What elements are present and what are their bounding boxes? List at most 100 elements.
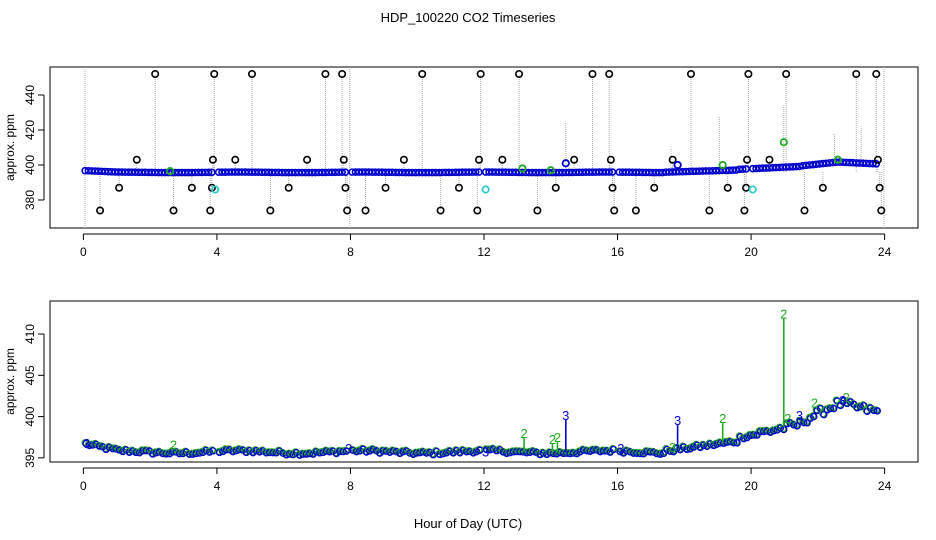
top-outlier-point	[744, 70, 753, 79]
top-y-tick-label: 380	[23, 190, 37, 210]
top-data-point	[471, 168, 480, 176]
bottom-y-tick-label: 405	[23, 365, 37, 385]
top-outlier-point	[436, 206, 445, 215]
top-outlier-point	[740, 206, 749, 215]
top-plot-area	[81, 67, 886, 228]
bottom-data-point-blue	[873, 407, 881, 415]
top-panel: 0 4 8 12 16 20 24 380 400 420 440 approx. ppm	[3, 66, 919, 259]
top-plot-frame	[49, 66, 919, 229]
bottom-series-label: 2	[843, 390, 850, 405]
top-outlier-point	[338, 70, 347, 79]
top-x-tick-label: 4	[214, 245, 221, 259]
top-x-tick-label: 16	[611, 245, 625, 259]
top-outlier-point	[668, 155, 677, 164]
bottom-series-label: 3	[674, 413, 681, 428]
top-outlier-point	[399, 155, 408, 164]
bottom-series-label: 3	[83, 436, 90, 451]
top-outlier-point	[266, 206, 275, 215]
top-outlier-point	[343, 206, 352, 215]
top-outlier-point	[608, 183, 617, 192]
top-highlight-point	[546, 166, 555, 175]
bottom-data-point-blue	[306, 449, 314, 458]
top-outlier-point	[800, 206, 809, 215]
top-outlier-point	[723, 183, 732, 192]
bottom-series-label: 2	[554, 430, 561, 445]
top-highlight-point	[481, 185, 490, 194]
top-highlight-point	[211, 185, 220, 194]
top-outlier-point	[570, 155, 579, 164]
top-outlier-point	[533, 206, 542, 215]
bottom-data-point-blue	[733, 439, 741, 447]
figure-title: HDP_100220 CO2 Timeseries	[381, 10, 556, 25]
top-outlier-point	[877, 206, 886, 215]
bottom-data-point-blue	[790, 421, 798, 429]
bottom-series-label: 3	[669, 440, 676, 455]
top-outlier-point	[321, 70, 330, 79]
top-outlier-point	[210, 70, 219, 79]
top-outlier-point	[206, 206, 215, 215]
top-outlier-point	[115, 183, 124, 192]
bottom-x-tick-label: 8	[347, 479, 354, 493]
top-outlier-point	[875, 183, 884, 192]
top-outlier-point	[872, 70, 881, 79]
top-outlier-point	[605, 70, 614, 79]
top-data-point	[738, 165, 747, 173]
top-x-tick-label: 12	[477, 245, 491, 259]
bottom-series-label: 2	[780, 306, 787, 321]
top-outlier-point	[151, 70, 160, 79]
top-outlier-point	[341, 183, 350, 192]
top-highlight-point	[518, 164, 527, 173]
bottom-series-label: 2	[549, 432, 556, 447]
top-y-tick-label: 420	[23, 120, 37, 140]
top-outlier-point	[247, 70, 256, 79]
top-highlight-point	[561, 159, 570, 168]
top-outlier-point	[782, 70, 791, 79]
bottom-plot-frame	[49, 300, 919, 463]
bottom-series-label: 3	[839, 393, 846, 408]
top-y-axis-label: approx. ppm	[3, 114, 17, 181]
top-outlier-point	[818, 183, 827, 192]
top-outlier-point	[339, 155, 348, 164]
top-highlight-point	[748, 185, 757, 194]
top-outlier-point	[473, 206, 482, 215]
bottom-y-tick-label: 400	[23, 406, 37, 426]
top-highlight-point	[833, 155, 842, 164]
bottom-data-point-blue	[830, 404, 838, 413]
top-outlier-point	[588, 70, 597, 79]
bottom-x-tick-label: 24	[878, 479, 892, 493]
top-outlier-point	[231, 155, 240, 164]
top-outlier-point	[418, 70, 427, 79]
top-outlier-point	[873, 155, 882, 164]
bottom-x-tick-label: 4	[214, 479, 221, 493]
top-outlier-point	[454, 183, 463, 192]
top-outlier-point	[705, 206, 714, 215]
top-data-point	[795, 162, 804, 171]
top-outlier-point	[610, 206, 619, 215]
top-data-point	[869, 159, 877, 168]
bottom-x-tick-label: 12	[477, 479, 491, 493]
top-outlier-point	[606, 155, 615, 164]
bottom-x-tick-label: 20	[744, 479, 758, 493]
top-highlight-point	[718, 160, 727, 170]
top-outlier-point	[96, 206, 105, 215]
top-data-point	[338, 168, 346, 176]
top-highlight-point	[166, 167, 175, 176]
bottom-series-label: 3	[345, 441, 352, 456]
top-outlier-point	[852, 70, 861, 79]
bottom-y-axis-label: approx. ppm	[3, 348, 17, 415]
bottom-x-tick-label: 0	[80, 479, 87, 493]
top-outlier-point	[476, 70, 485, 79]
bottom-series-label: 2	[719, 411, 726, 426]
top-x-tick-label: 20	[744, 245, 758, 259]
top-outlier-point	[515, 70, 524, 79]
top-outlier-point	[303, 155, 312, 164]
bottom-series-label: 3	[617, 441, 624, 456]
bottom-series-label: 2	[811, 396, 818, 411]
top-outlier-point	[650, 183, 659, 192]
top-data-point	[732, 166, 740, 174]
top-data-point	[872, 160, 881, 168]
top-data-point	[605, 168, 613, 176]
